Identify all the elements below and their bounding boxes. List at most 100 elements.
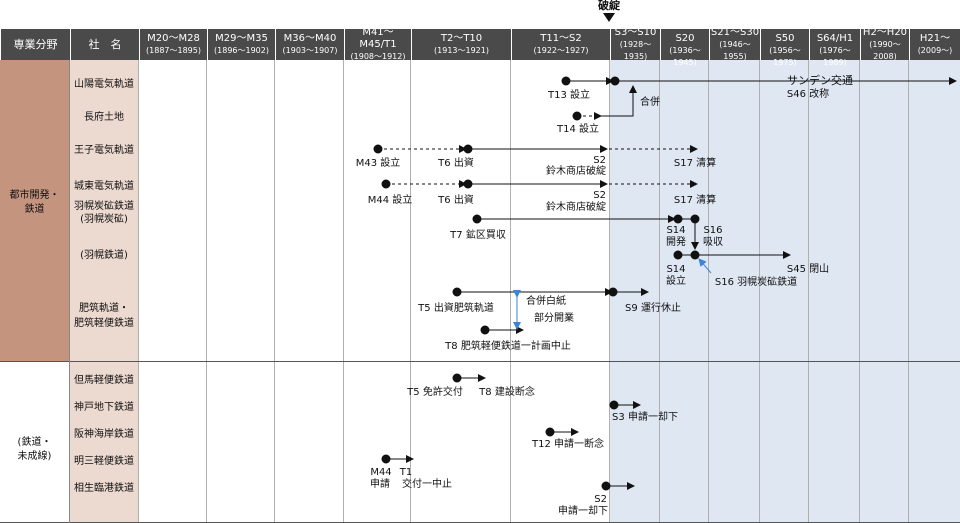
timeline-hichiku bbox=[452, 287, 649, 335]
event-label: S2 bbox=[593, 190, 606, 201]
period-era: H21～ bbox=[919, 32, 951, 44]
period-years: (2009～) bbox=[917, 45, 953, 55]
event-label: S14 bbox=[666, 264, 686, 275]
company-name: 神戸地下鉄道 bbox=[74, 402, 134, 413]
period-era: S21～S30 bbox=[710, 26, 760, 38]
header-period: S21～S30 (1946～1955) bbox=[709, 26, 760, 61]
merge-link-bibai bbox=[698, 258, 712, 274]
category-band-unbuilt bbox=[0, 362, 69, 523]
company-name: 王子電気軌道 bbox=[74, 145, 134, 156]
company-name: 明三軽便鉄道 bbox=[74, 456, 134, 467]
company-name: 肥筑軽便鉄道 bbox=[74, 318, 134, 329]
header-period: S31～S50 (1956～1975) bbox=[760, 21, 809, 67]
period-years: (1896～1902) bbox=[214, 45, 269, 55]
event-label: T6 出資 bbox=[438, 158, 474, 169]
event-label: 交付一中止 bbox=[402, 479, 452, 490]
event-label: M43 設立 bbox=[355, 158, 401, 169]
company-name: (羽幌炭砿) bbox=[80, 214, 128, 225]
timeline-sanyo bbox=[561, 76, 957, 86]
event-label: サンデン交通 bbox=[787, 74, 853, 87]
event-label: S16 羽幌炭砿鉄道 bbox=[714, 277, 798, 288]
period-era: S51～S64/H1 bbox=[816, 20, 854, 44]
event-label: 吸収 bbox=[703, 237, 723, 248]
event-label: T5 免許交付 bbox=[407, 387, 463, 398]
period-years: (1903～1907) bbox=[282, 45, 338, 55]
period-years: (1990～2008) bbox=[869, 39, 901, 61]
period-era: T11～S2 bbox=[540, 32, 582, 44]
company-column bbox=[70, 60, 138, 523]
period-years: (1956～1975) bbox=[769, 45, 801, 67]
period-era: S31～S50 bbox=[770, 20, 800, 44]
header-period: T2～T10 (1913～1921) bbox=[411, 29, 511, 60]
event-label: 部分開業 bbox=[534, 313, 574, 324]
timeline-bibai-tanko bbox=[472, 214, 700, 250]
event-label: T7 鉱区買収 bbox=[450, 230, 506, 241]
category-label-line: 未成線) bbox=[17, 451, 52, 462]
company-name: 阪神海岸鉄道 bbox=[74, 429, 134, 440]
header-period: M20～M28 (1887～1895) bbox=[139, 29, 207, 60]
header-period: S11～S20 (1936～1945) bbox=[660, 21, 709, 67]
header-period: T11～S2 (1922～1927) bbox=[511, 29, 610, 60]
category-label-line: (鉄道・ bbox=[17, 437, 52, 448]
event-label: S2 bbox=[594, 494, 607, 505]
event-label: 開発 bbox=[666, 237, 686, 248]
company-name: 肥筑軌道・ bbox=[79, 303, 129, 314]
period-era: S3～S10 bbox=[614, 26, 657, 38]
event-label: 申請 bbox=[370, 479, 390, 490]
timeline-nagafu bbox=[572, 85, 637, 121]
category-label-unbuilt: (鉄道・ 未成線) bbox=[0, 436, 69, 464]
period-years: (1946～1955) bbox=[719, 39, 751, 61]
event-label: T5 出資肥筑軌道 bbox=[418, 303, 494, 314]
header-period: S3～S10 (1928～1935) bbox=[610, 26, 660, 61]
failure-marker-label: 破綻 bbox=[598, 0, 620, 12]
company-name: 城東電気軌道 bbox=[74, 181, 134, 192]
period-years: (1908～1912) bbox=[350, 51, 406, 61]
period-era: T2～T10 bbox=[440, 32, 483, 44]
post-failure-highlight bbox=[609, 60, 960, 523]
company-name: 山陽電気軌道 bbox=[74, 79, 134, 90]
company-name-block: 肥筑軌道・ 肥筑軽便鉄道 bbox=[70, 302, 138, 330]
header-period: S51～S64/H1 (1976～1989) bbox=[809, 21, 860, 67]
company-name: 相生臨港鉄道 bbox=[74, 483, 134, 494]
timeline-hanshin-kaigan bbox=[545, 427, 579, 437]
event-label: T13 設立 bbox=[547, 90, 591, 101]
event-label: T12 申請一断念 bbox=[531, 439, 605, 450]
event-label: S2 bbox=[593, 155, 606, 166]
event-label: 合併白紙 bbox=[526, 296, 566, 307]
period-era: M29～M35 bbox=[215, 32, 268, 44]
period-era: M41～M45/T1 bbox=[359, 26, 397, 50]
period-era: M36～M40 bbox=[283, 32, 337, 44]
category-label-line: 鉄道 bbox=[24, 204, 45, 215]
event-label: 鈴木商店破綻 bbox=[546, 166, 606, 177]
category-label-line: 都市開発・ bbox=[9, 190, 60, 201]
event-label: S16 bbox=[703, 225, 723, 236]
event-label: S17 清算 bbox=[673, 195, 717, 206]
header-period: H21～ (2009～) bbox=[909, 29, 960, 60]
timeline-joto bbox=[381, 179, 698, 189]
company-name: 但馬軽便鉄道 bbox=[74, 375, 134, 386]
event-label: M44 設立 bbox=[367, 195, 413, 206]
event-label: S3 申請一却下 bbox=[612, 412, 678, 423]
period-era: S11～S20 bbox=[670, 20, 700, 44]
event-label: S9 運行休止 bbox=[625, 303, 681, 314]
timeline-aioi bbox=[601, 481, 635, 491]
header-company: 社 名 bbox=[70, 29, 139, 60]
company-name: (羽幌鉄道) bbox=[80, 250, 128, 261]
period-era: M20～M28 bbox=[147, 32, 200, 44]
header-period: M41～M45/T1 (1908～1912) bbox=[344, 26, 411, 61]
event-label: T6 出資 bbox=[438, 195, 474, 206]
period-years: (1976～1989) bbox=[819, 45, 851, 67]
event-label: M44 bbox=[370, 467, 392, 478]
category-label-urban: 都市開発・ 鉄道 bbox=[0, 189, 69, 217]
period-years: (1922～1927) bbox=[533, 45, 589, 55]
timeline-meizo bbox=[381, 454, 414, 464]
event-label: 合併 bbox=[640, 97, 660, 108]
event-label: S14 bbox=[666, 225, 686, 236]
event-label: S46 改称 bbox=[786, 89, 830, 100]
failure-marker-arrow-icon bbox=[603, 13, 615, 22]
event-label: 設立 bbox=[666, 276, 686, 287]
period-years: (1928～1935) bbox=[619, 39, 652, 61]
timeline-bibai-tetsudo bbox=[673, 250, 791, 260]
